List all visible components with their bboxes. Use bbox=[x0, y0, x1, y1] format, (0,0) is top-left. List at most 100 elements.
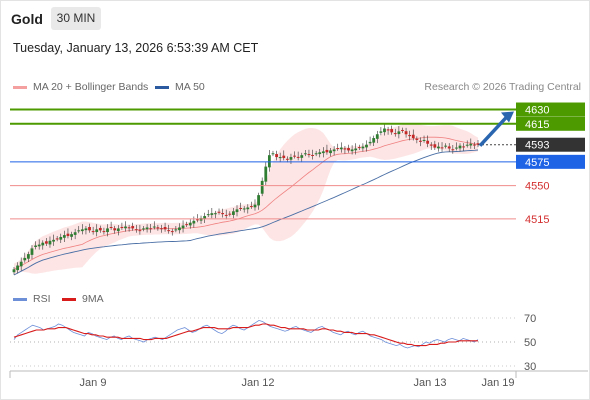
candle-body bbox=[447, 146, 451, 149]
candle bbox=[142, 226, 145, 232]
candle bbox=[303, 149, 307, 157]
legend-rsi-ma: 9MA bbox=[62, 293, 104, 305]
candle-body bbox=[145, 227, 149, 230]
candle-body bbox=[300, 155, 304, 158]
candle-body bbox=[41, 242, 45, 246]
level-label-support_2: 4515 bbox=[525, 214, 549, 226]
candle-body bbox=[465, 144, 469, 146]
candle-body bbox=[52, 239, 55, 242]
candle-body bbox=[289, 157, 293, 160]
candle-body bbox=[70, 234, 73, 237]
level-label-resistance_1: 4615 bbox=[525, 119, 549, 131]
candle bbox=[343, 145, 347, 154]
legend-bollinger-label: MA 20 + Bollinger Bands bbox=[33, 81, 149, 93]
candle-body bbox=[401, 129, 404, 131]
candle bbox=[401, 127, 404, 133]
candle bbox=[433, 140, 437, 150]
candle-body bbox=[361, 146, 365, 149]
candle bbox=[239, 202, 243, 211]
legend-rsi-ma-label: 9MA bbox=[82, 293, 104, 305]
candle bbox=[152, 221, 156, 230]
candle-body bbox=[386, 129, 390, 131]
candle bbox=[134, 224, 138, 233]
candle bbox=[203, 212, 207, 224]
rsi-series-rsi bbox=[13, 319, 479, 349]
candle bbox=[408, 130, 412, 141]
level-tag-pivot bbox=[516, 154, 585, 169]
candle-body bbox=[339, 147, 343, 150]
candle-body bbox=[372, 138, 376, 143]
candle bbox=[73, 228, 77, 240]
candle bbox=[339, 142, 343, 153]
candle bbox=[206, 209, 210, 218]
candle-body bbox=[91, 231, 95, 233]
candle bbox=[52, 234, 55, 246]
candle-body bbox=[66, 233, 70, 237]
candle bbox=[267, 149, 271, 172]
candle-body bbox=[77, 230, 81, 232]
candle-body bbox=[102, 231, 106, 233]
candle-body bbox=[408, 135, 412, 137]
candle bbox=[145, 224, 149, 233]
candle-body bbox=[239, 207, 243, 209]
candle bbox=[170, 228, 174, 236]
rsi-ma-swatch bbox=[62, 297, 76, 301]
candle-body bbox=[253, 204, 257, 208]
candle-body bbox=[264, 166, 268, 182]
candle-body bbox=[278, 157, 282, 159]
candle bbox=[55, 236, 59, 242]
candle-body bbox=[138, 230, 142, 232]
candle bbox=[23, 252, 27, 263]
candle bbox=[257, 192, 260, 210]
timeframe-button[interactable]: 30 MIN bbox=[51, 7, 101, 30]
candle bbox=[393, 128, 397, 137]
candle bbox=[375, 130, 379, 144]
candle bbox=[300, 152, 304, 163]
candle-body bbox=[88, 227, 91, 231]
candle bbox=[124, 221, 127, 232]
candle-body bbox=[293, 155, 296, 157]
candle-body bbox=[311, 154, 314, 156]
rsi-tick-label-50: 50 bbox=[524, 337, 536, 349]
candle bbox=[66, 228, 70, 239]
candle bbox=[116, 225, 120, 236]
candle bbox=[88, 223, 91, 233]
level-label-pivot: 4575 bbox=[525, 157, 549, 169]
candle-body bbox=[181, 225, 185, 229]
candle bbox=[91, 226, 95, 235]
candle bbox=[242, 206, 246, 213]
candle bbox=[426, 135, 430, 148]
candle-body bbox=[131, 226, 135, 229]
candle bbox=[192, 216, 196, 228]
candle bbox=[156, 224, 160, 231]
candle bbox=[440, 142, 444, 152]
candle-body bbox=[325, 149, 329, 153]
candle-body bbox=[455, 147, 458, 149]
x-tick-label: Jan 12 bbox=[241, 377, 274, 389]
candle bbox=[404, 127, 408, 138]
candle-body bbox=[185, 224, 189, 226]
candle bbox=[347, 144, 350, 153]
candle-body bbox=[113, 228, 117, 231]
candle-body bbox=[329, 150, 332, 154]
candle-body bbox=[152, 226, 156, 228]
legend-ma50-label: MA 50 bbox=[175, 81, 205, 93]
candle-body bbox=[343, 148, 347, 150]
candle bbox=[437, 142, 440, 152]
candle bbox=[264, 162, 268, 185]
candle-body bbox=[336, 148, 340, 150]
ma20-line bbox=[13, 136, 479, 270]
candle-body bbox=[429, 144, 433, 146]
candle bbox=[419, 137, 422, 147]
candle bbox=[390, 125, 394, 135]
candle bbox=[311, 149, 314, 160]
rsi-series-9ma bbox=[13, 323, 478, 347]
candle bbox=[397, 126, 401, 139]
candle-body bbox=[124, 226, 127, 229]
candle-body bbox=[444, 145, 448, 147]
projection-arrow-shaft bbox=[478, 114, 510, 147]
candle bbox=[37, 239, 41, 250]
candle bbox=[429, 142, 433, 150]
candle-body bbox=[275, 154, 278, 158]
